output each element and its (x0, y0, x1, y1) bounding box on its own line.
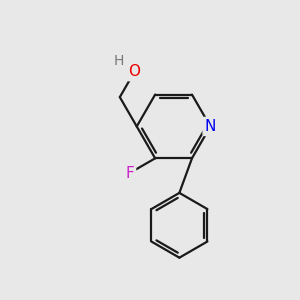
Text: O: O (128, 64, 140, 79)
Text: N: N (205, 119, 216, 134)
Text: F: F (125, 166, 134, 181)
Text: H: H (113, 54, 124, 68)
